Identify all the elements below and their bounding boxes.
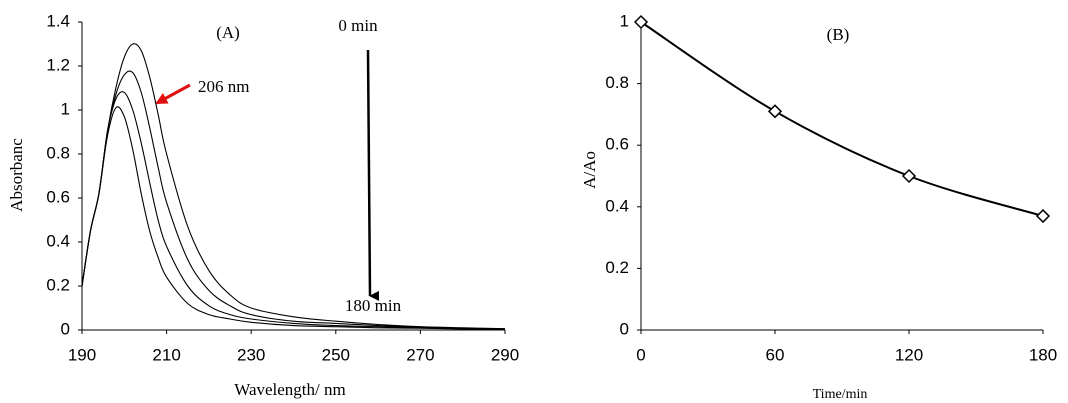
y-tick-label: 0 [620,319,629,338]
marker [1035,208,1051,224]
data-line [81,43,506,330]
data-line [81,70,506,330]
x-tick-label: 0 [636,345,645,364]
arrow [155,83,191,105]
data-line [640,21,1044,217]
y-tick-label: 1 [620,11,629,30]
y-tick-label: 0.6 [46,187,70,206]
y-tick-label: 0.2 [605,258,629,277]
marker [633,14,649,30]
x-tick-label: 250 [322,345,350,364]
data-line [81,91,506,330]
y-tick-label: 0 [61,319,70,338]
y-tick-label: 1.2 [46,55,70,74]
y-axis-title: Absorbanc [7,138,26,212]
x-tick-label: 190 [68,345,96,364]
y-tick-label: 0.4 [46,231,70,250]
x-tick-label: 230 [237,345,265,364]
arrow [366,49,380,301]
x-axis-title: Time/min [813,387,868,402]
marker [901,168,917,184]
y-tick-label: 0.6 [605,135,629,154]
y-tick-label: 0.4 [605,196,629,215]
y-tick-label: 1.4 [46,11,70,30]
annotation: 206 nm [198,77,249,96]
marker [767,104,783,119]
x-tick-label: 270 [406,345,434,364]
x-tick-label: 290 [491,345,519,364]
annotation: 180 min [345,296,402,315]
x-tick-label: 120 [895,345,923,364]
x-tick-label: 210 [152,345,180,364]
y-tick-label: 1 [61,99,70,118]
y-tick-label: 0.8 [605,73,629,92]
x-tick-label: 180 [1029,345,1057,364]
x-axis-title: Wavelength/ nm [234,380,345,399]
y-tick-label: 0.8 [46,143,70,162]
x-tick-label: 60 [766,345,785,364]
y-tick-label: 0.2 [46,275,70,294]
panel-label: (B) [827,25,850,44]
annotation: 0 min [338,16,378,35]
y-axis-title: A/Ao [580,151,599,189]
panel-label: (A) [216,23,240,42]
data-line [81,106,506,330]
